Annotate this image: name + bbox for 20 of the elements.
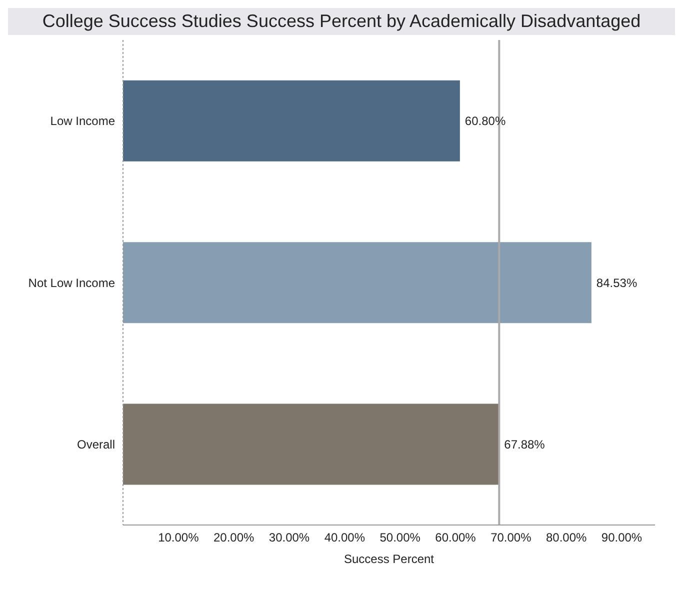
x-tick-label: 60.00% [435,530,476,545]
x-axis-title: Success Percent [344,552,435,566]
y-tick-label: Not Low Income [28,276,116,290]
x-tick-label: 10.00% [158,530,200,545]
bar [123,242,592,324]
x-tick-label: 50.00% [380,530,421,545]
data-label: 84.53% [596,276,638,290]
y-tick-label: Overall [76,437,115,452]
y-tick-label: Low Income [50,114,116,128]
x-tick-label: 80.00% [546,530,588,545]
x-tick-label: 70.00% [490,530,532,545]
x-tick-label: 90.00% [601,530,642,545]
bar [123,80,460,162]
x-tick-label: 20.00% [213,530,255,545]
chart-title: College Success Studies Success Percent by Academically Disadvantaged [8,8,675,35]
x-tick-label: 40.00% [324,530,366,545]
data-label: 67.88% [504,438,546,452]
x-tick-label: 30.00% [268,530,310,545]
bar [123,404,500,485]
data-label: 60.80% [464,114,506,128]
